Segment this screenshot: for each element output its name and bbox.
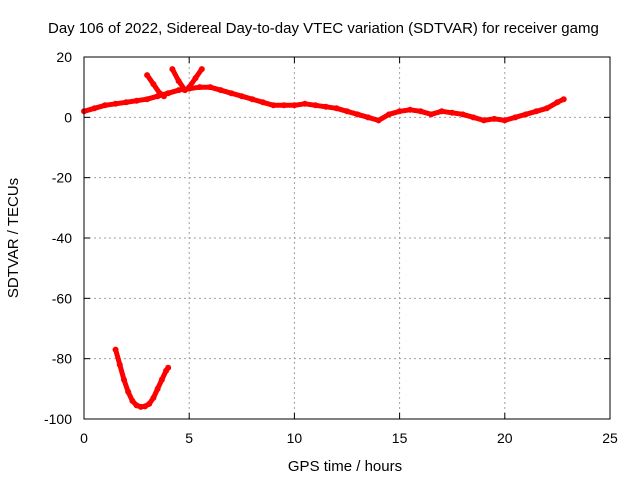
data-point [259, 99, 266, 106]
data-point [480, 117, 487, 124]
data-point [449, 109, 456, 116]
data-point [249, 96, 256, 103]
data-point [150, 81, 157, 88]
data-point [228, 90, 235, 97]
y-tick-label: -40 [52, 230, 72, 246]
series-layer [81, 66, 567, 410]
data-point [501, 117, 508, 124]
data-point [125, 388, 132, 395]
data-point [238, 93, 245, 100]
data-point [533, 108, 540, 115]
data-point [417, 108, 424, 115]
x-axis-label: GPS time / hours [288, 458, 402, 475]
data-point [150, 394, 157, 401]
data-point [512, 114, 519, 121]
data-point [186, 84, 193, 91]
data-point [102, 102, 109, 109]
y-tick-label: -100 [44, 411, 72, 427]
x-tick-label: 5 [185, 430, 193, 446]
data-point [365, 114, 372, 121]
data-point [91, 105, 98, 112]
data-point [322, 103, 329, 110]
data-point [116, 361, 123, 368]
data-point [158, 376, 165, 383]
data-point [112, 100, 119, 107]
data-point [270, 102, 277, 109]
y-axis-label: SDTVAR / TECUs [5, 178, 22, 298]
data-point [333, 105, 340, 112]
data-point [144, 72, 151, 79]
data-point [470, 114, 477, 121]
data-point [375, 117, 382, 124]
data-point [217, 87, 224, 94]
x-tick-label: 0 [80, 430, 88, 446]
data-point [207, 84, 214, 91]
data-point [165, 90, 172, 97]
data-point [312, 102, 319, 109]
data-point [386, 111, 393, 118]
data-point [407, 106, 414, 113]
data-point [280, 102, 287, 109]
data-point [491, 115, 498, 122]
data-point [554, 99, 561, 106]
data-point [560, 96, 567, 103]
data-point [344, 108, 350, 115]
data-point [129, 397, 136, 404]
data-point [144, 96, 151, 103]
data-point [169, 66, 176, 73]
data-point [146, 400, 153, 407]
y-tick-label: -20 [52, 170, 72, 186]
data-point [175, 78, 182, 85]
x-tick-label: 15 [392, 430, 408, 446]
data-point [165, 364, 172, 371]
data-point [154, 385, 161, 392]
data-point [543, 105, 550, 112]
data-point [291, 102, 298, 109]
data-point [192, 75, 199, 82]
data-point [396, 108, 403, 115]
grid [84, 57, 610, 419]
data-point [133, 97, 140, 104]
data-point [438, 108, 445, 115]
y-tick-label: 0 [64, 109, 72, 125]
chart-title: Day 106 of 2022, Sidereal Day-to-day VTE… [48, 20, 599, 37]
data-point [198, 66, 205, 73]
data-point [112, 346, 119, 353]
data-point [459, 111, 466, 118]
data-point [196, 84, 203, 91]
data-point [181, 87, 188, 94]
data-point [156, 90, 163, 97]
y-tick-label: -60 [52, 290, 72, 306]
y-tick-label: 20 [56, 49, 72, 65]
data-point [301, 100, 308, 107]
y-tick-label: -80 [52, 351, 72, 367]
data-point [175, 87, 182, 94]
data-point [354, 111, 361, 118]
data-point [123, 99, 130, 106]
axis-ticks: 0 5 10 15 20 25 -100 -80 -60 -40 -20 0 20 [44, 49, 618, 446]
x-tick-label: 10 [287, 430, 303, 446]
data-point [428, 111, 435, 118]
x-tick-label: 20 [497, 430, 513, 446]
data-point [522, 111, 529, 118]
data-point [120, 376, 127, 383]
data-point [160, 93, 167, 100]
x-tick-label: 25 [602, 430, 618, 446]
